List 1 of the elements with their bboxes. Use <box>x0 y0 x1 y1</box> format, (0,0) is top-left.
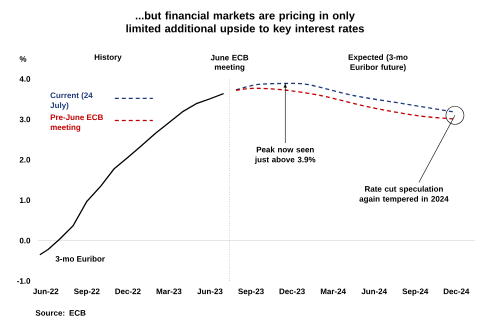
chart-title: ...but financial markets are pricing in only limited additional upside to key interest rates <box>126 11 364 35</box>
